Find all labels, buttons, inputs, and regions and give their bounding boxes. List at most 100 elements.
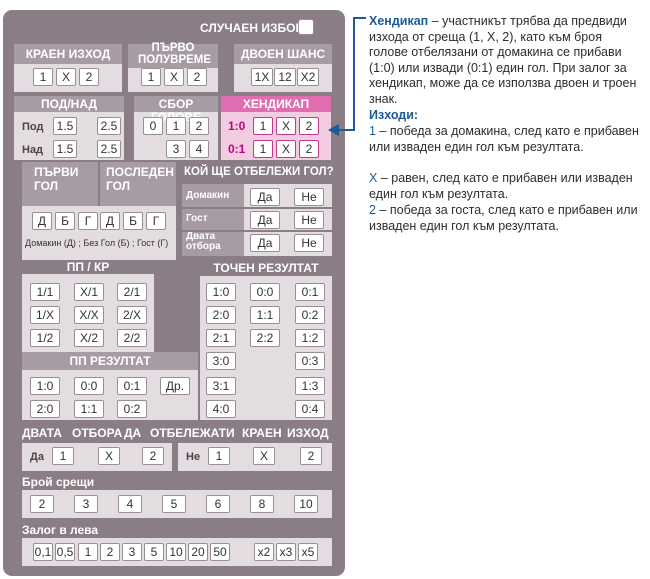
correct-score-option[interactable]: 2:0 — [206, 306, 236, 324]
ht-result-option[interactable]: 0:0 — [74, 377, 104, 395]
note-outcome-1: 1 – победа за домакина, след като е приб… — [369, 124, 639, 154]
first-half-option[interactable]: 2 — [187, 68, 207, 86]
btts-no-option[interactable]: 1 — [208, 447, 230, 465]
handicap-option[interactable]: X — [276, 117, 296, 135]
who-scores-no[interactable]: Не — [294, 188, 324, 206]
first-half-option[interactable]: 1 — [141, 68, 161, 86]
games-count-option[interactable]: 3 — [74, 495, 98, 513]
first-goal-option[interactable]: Д — [32, 212, 52, 230]
games-count-option[interactable]: 6 — [206, 495, 230, 513]
games-count-option[interactable]: 4 — [118, 495, 142, 513]
who-scores-yes[interactable]: Да — [250, 211, 280, 229]
final-outcome-option[interactable]: 1 — [33, 68, 53, 86]
stake-option[interactable]: 10 — [166, 543, 186, 561]
ht-result-option[interactable]: 1:1 — [74, 400, 104, 418]
games-count-option[interactable]: 10 — [294, 495, 318, 513]
handicap-row2-label: 0:1 — [228, 142, 246, 156]
ht-ft-option[interactable]: X/X — [74, 306, 104, 324]
stake-option[interactable]: 0,5 — [55, 543, 75, 561]
total-goals-option[interactable]: 2 — [189, 117, 209, 135]
ht-result-other[interactable]: Др. — [160, 377, 190, 395]
stake-option[interactable]: 5 — [144, 543, 164, 561]
ht-result-option[interactable]: 0:2 — [117, 400, 147, 418]
correct-score-option[interactable]: 1:2 — [295, 329, 325, 347]
stake-multiplier[interactable]: x5 — [298, 543, 318, 561]
first-half-option[interactable]: X — [164, 68, 184, 86]
correct-score-option[interactable]: 3:1 — [206, 377, 236, 395]
random-choice-checkbox[interactable] — [298, 19, 314, 35]
total-goals-option[interactable]: 4 — [189, 140, 209, 158]
btts-yes-option[interactable]: X — [98, 447, 120, 465]
who-scores-no[interactable]: Не — [294, 211, 324, 229]
games-count-option[interactable]: 5 — [162, 495, 186, 513]
final-outcome-option[interactable]: X — [56, 68, 76, 86]
stake-option[interactable]: 1 — [78, 543, 98, 561]
handicap-option[interactable]: 1 — [253, 117, 273, 135]
correct-score-option[interactable]: 3:0 — [206, 352, 236, 370]
ht-result-option[interactable]: 2:0 — [30, 400, 60, 418]
handicap-option[interactable]: X — [276, 140, 296, 158]
correct-score-option[interactable]: 0:3 — [295, 352, 325, 370]
ht-ft-option[interactable]: 1/2 — [30, 329, 60, 347]
games-count-option[interactable]: 2 — [30, 495, 54, 513]
btts-yes-option[interactable]: 1 — [52, 447, 74, 465]
under-over-title: ПОД/НАД — [40, 97, 97, 111]
final-outcome-option[interactable]: 2 — [79, 68, 99, 86]
ht-ft-option[interactable]: 2/1 — [117, 283, 147, 301]
who-scores-no[interactable]: Не — [294, 234, 324, 252]
last-goal-option[interactable]: Д — [100, 212, 120, 230]
handicap-option[interactable]: 2 — [299, 117, 319, 135]
stake-option[interactable]: 20 — [188, 543, 208, 561]
btts-no-option[interactable]: X — [253, 447, 275, 465]
stake-option[interactable]: 3 — [122, 543, 142, 561]
correct-score-option[interactable]: 0:2 — [295, 306, 325, 324]
over-option[interactable]: 2.5 — [97, 140, 121, 158]
ht-result-option[interactable]: 0:1 — [117, 377, 147, 395]
stake-option[interactable]: 50 — [210, 543, 230, 561]
btts-no-option[interactable]: 2 — [300, 447, 322, 465]
double-chance-option[interactable]: 12 — [274, 68, 296, 86]
who-scores-yes[interactable]: Да — [250, 188, 280, 206]
ht-ft-option[interactable]: 1/X — [30, 306, 60, 324]
stake-multiplier[interactable]: x3 — [276, 543, 296, 561]
btts-yes-option[interactable]: 2 — [142, 447, 164, 465]
stake-option[interactable]: 0,1 — [33, 543, 53, 561]
first-goal-option[interactable]: Г — [78, 212, 98, 230]
correct-score-option[interactable]: 4:0 — [206, 400, 236, 418]
stake-multiplier[interactable]: x2 — [254, 543, 274, 561]
correct-score-option[interactable]: 2:1 — [206, 329, 236, 347]
handicap-option[interactable]: 2 — [299, 140, 319, 158]
total-goals-option[interactable]: 1 — [166, 117, 186, 135]
ht-ft-option[interactable]: X/2 — [74, 329, 104, 347]
correct-score-option[interactable]: 0:0 — [250, 283, 280, 301]
games-count-option[interactable]: 8 — [250, 495, 274, 513]
first-goal-option[interactable]: Б — [55, 212, 75, 230]
ht-ft-option[interactable]: 2/X — [117, 306, 147, 324]
correct-score-option[interactable]: 2:2 — [250, 329, 280, 347]
games-count-title: Брой срещи — [22, 475, 95, 489]
total-goals-option[interactable]: 3 — [166, 140, 186, 158]
ht-ft-option[interactable]: X/1 — [74, 283, 104, 301]
correct-score-option[interactable]: 0:4 — [295, 400, 325, 418]
who-scores-yes[interactable]: Да — [250, 234, 280, 252]
note-outcomes-title: Изходи: — [369, 108, 419, 122]
correct-score-option[interactable]: 1:3 — [295, 377, 325, 395]
btts-yes-label: Да — [30, 451, 44, 463]
ht-ft-option[interactable]: 1/1 — [30, 283, 60, 301]
total-goals-option[interactable]: 0 — [143, 117, 163, 135]
correct-score-option[interactable]: 1:0 — [206, 283, 236, 301]
under-option[interactable]: 2.5 — [97, 117, 121, 135]
stake-option[interactable]: 2 — [100, 543, 120, 561]
correct-score-option[interactable]: 0:1 — [295, 283, 325, 301]
btts-no-label: Не — [186, 451, 201, 463]
last-goal-option[interactable]: Б — [123, 212, 143, 230]
double-chance-option[interactable]: 1X — [251, 68, 273, 86]
over-option[interactable]: 1.5 — [53, 140, 77, 158]
last-goal-option[interactable]: Г — [146, 212, 166, 230]
handicap-option[interactable]: 1 — [253, 140, 273, 158]
under-option[interactable]: 1.5 — [53, 117, 77, 135]
double-chance-option[interactable]: X2 — [297, 68, 319, 86]
correct-score-option[interactable]: 1:1 — [250, 306, 280, 324]
ht-result-option[interactable]: 1:0 — [30, 377, 60, 395]
ht-ft-option[interactable]: 2/2 — [117, 329, 147, 347]
